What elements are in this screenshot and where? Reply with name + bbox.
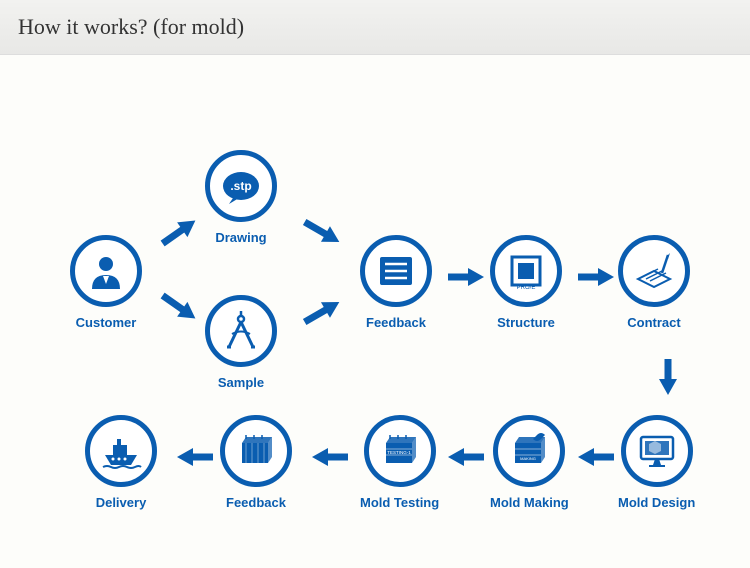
node-sample: Sample: [205, 295, 277, 390]
node-label: Delivery: [85, 495, 157, 510]
compass-icon: [205, 295, 277, 367]
node-contract: Contract: [618, 235, 690, 330]
boxtest-icon: TESTING-1: [364, 415, 436, 487]
node-label: Drawing: [205, 230, 277, 245]
ship-icon: [85, 415, 157, 487]
node-delivery: Delivery: [85, 415, 157, 510]
node-label: Mold Making: [490, 495, 569, 510]
arrow-customer-to-sample: [157, 295, 201, 319]
node-label: Contract: [618, 315, 690, 330]
svg-text:MAKING: MAKING: [520, 456, 536, 461]
node-moldmaking: MAKING Mold Making: [490, 415, 569, 510]
flow-diagram: Customer .stp Drawing Sample Feedback PR…: [0, 55, 750, 555]
contract-icon: [618, 235, 690, 307]
monitor-icon: [621, 415, 693, 487]
arrow-moldtesting-to-feedback2: [310, 445, 350, 469]
node-moldtesting: TESTING-1 Mold Testing: [360, 415, 439, 510]
arrow-contract-to-molddesign: [648, 365, 688, 389]
node-label: Customer: [70, 315, 142, 330]
node-label: Mold Design: [618, 495, 695, 510]
node-label: Sample: [205, 375, 277, 390]
node-drawing: .stp Drawing: [205, 150, 277, 245]
node-structure: PRO/E Structure: [490, 235, 562, 330]
arrow-sample-to-feedback1: [300, 300, 344, 324]
arrow-customer-to-drawing: [157, 220, 201, 244]
boxplain-icon: [220, 415, 292, 487]
node-label: Feedback: [360, 315, 432, 330]
proe-icon: PRO/E: [490, 235, 562, 307]
node-label: Mold Testing: [360, 495, 439, 510]
boxwrench-icon: MAKING: [493, 415, 565, 487]
svg-text:TESTING-1: TESTING-1: [387, 450, 411, 455]
node-customer: Customer: [70, 235, 142, 330]
arrow-feedback2-to-delivery: [175, 445, 215, 469]
node-feedback2: Feedback: [220, 415, 292, 510]
page-title: How it works? (for mold): [18, 14, 732, 40]
arrow-moldmaking-to-moldtesting: [446, 445, 486, 469]
stp-icon: .stp: [205, 150, 277, 222]
node-label: Structure: [490, 315, 562, 330]
arrow-structure-to-contract: [576, 265, 616, 289]
svg-text:.stp: .stp: [230, 179, 251, 193]
arrow-molddesign-to-moldmaking: [576, 445, 616, 469]
arrow-drawing-to-feedback1: [300, 220, 344, 244]
node-molddesign: Mold Design: [618, 415, 695, 510]
lines-icon: [360, 235, 432, 307]
page-header: How it works? (for mold): [0, 0, 750, 55]
user-icon: [70, 235, 142, 307]
node-feedback1: Feedback: [360, 235, 432, 330]
arrow-feedback1-to-structure: [446, 265, 486, 289]
node-label: Feedback: [220, 495, 292, 510]
svg-text:PRO/E: PRO/E: [517, 285, 536, 291]
